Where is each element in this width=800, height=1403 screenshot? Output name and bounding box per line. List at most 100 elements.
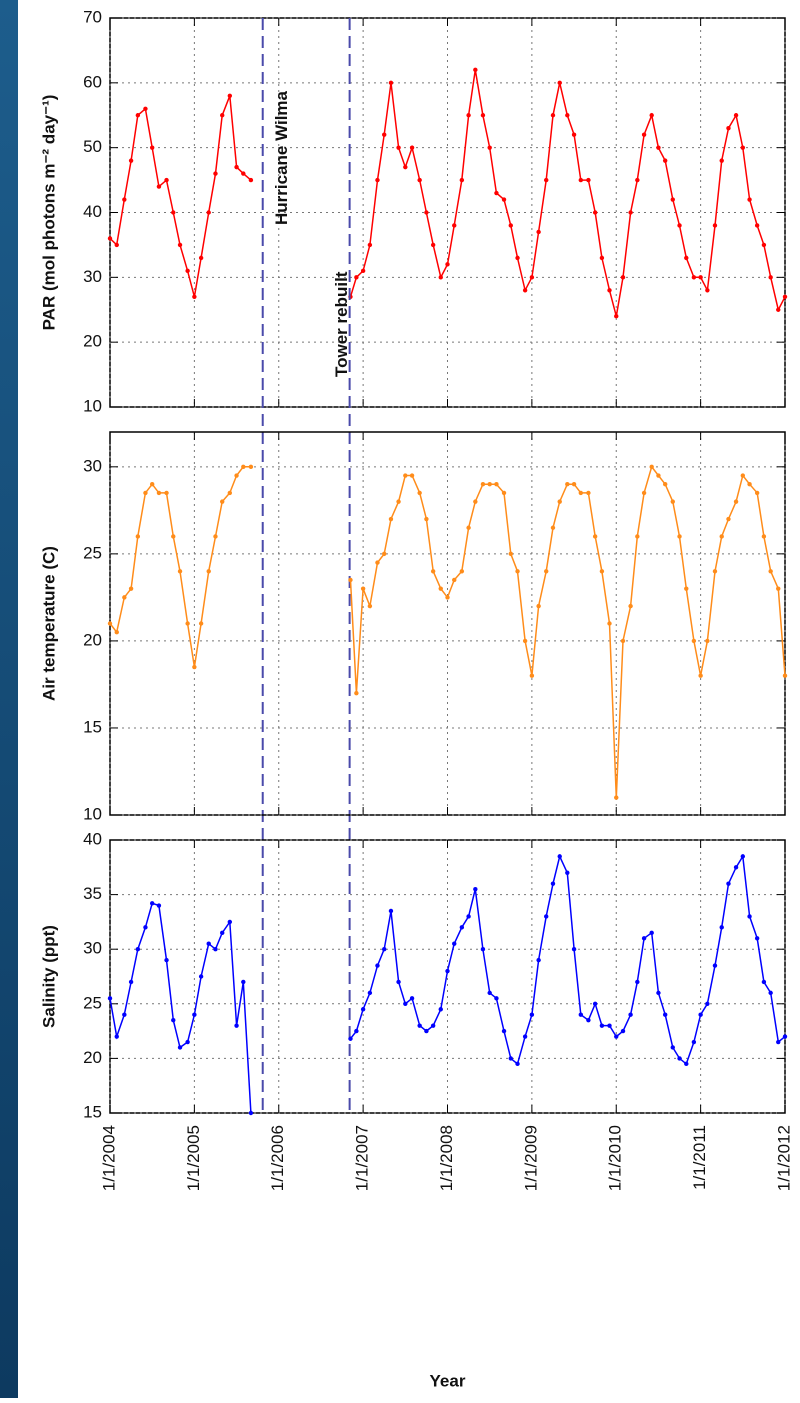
data-point xyxy=(677,1056,682,1061)
data-point xyxy=(586,490,591,496)
data-point xyxy=(403,164,408,170)
data-point xyxy=(396,979,401,985)
data-point xyxy=(515,1061,520,1067)
data-point xyxy=(220,499,225,504)
y-axis-label: Air temperature (C) xyxy=(39,546,58,701)
data-point xyxy=(544,177,549,183)
data-point xyxy=(354,1028,359,1034)
data-point xyxy=(452,577,457,583)
data-point xyxy=(522,1034,528,1039)
data-point xyxy=(705,288,710,293)
data-point xyxy=(670,1045,675,1050)
data-point xyxy=(557,80,562,86)
data-point xyxy=(396,499,401,504)
y-tick-label: 25 xyxy=(83,993,102,1012)
data-point xyxy=(241,171,246,176)
data-point xyxy=(388,80,394,86)
data-point xyxy=(641,490,647,496)
y-tick-label: 60 xyxy=(83,72,102,91)
data-point xyxy=(417,177,422,183)
data-point xyxy=(459,569,465,574)
data-point xyxy=(185,268,190,274)
data-point xyxy=(473,886,478,892)
data-point xyxy=(164,490,169,496)
data-point xyxy=(354,690,359,696)
data-point xyxy=(662,1012,668,1017)
data-point xyxy=(487,990,492,996)
data-point xyxy=(403,1001,408,1006)
data-point xyxy=(143,106,148,111)
data-point xyxy=(135,113,141,118)
data-point xyxy=(635,177,640,183)
data-point xyxy=(241,464,246,470)
data-point xyxy=(494,482,499,487)
data-point xyxy=(592,534,598,539)
data-point xyxy=(487,482,492,487)
plot-frame xyxy=(109,839,786,1114)
data-point xyxy=(438,275,443,280)
data-point xyxy=(592,210,598,215)
data-point xyxy=(494,190,499,196)
data-point xyxy=(424,210,429,215)
y-tick-label: 30 xyxy=(83,456,102,475)
data-point xyxy=(382,947,387,952)
data-point xyxy=(649,930,654,936)
data-point xyxy=(114,1034,119,1039)
data-point xyxy=(149,901,155,906)
data-point xyxy=(705,638,710,644)
y-tick-label: 20 xyxy=(83,630,102,649)
data-point xyxy=(768,275,773,280)
data-point xyxy=(607,288,612,293)
data-point xyxy=(691,638,697,644)
data-point xyxy=(466,113,471,118)
data-point xyxy=(670,499,675,504)
data-point xyxy=(684,255,689,261)
data-point xyxy=(536,957,541,963)
data-point xyxy=(375,963,380,968)
data-point xyxy=(438,586,443,591)
data-point xyxy=(234,1023,239,1028)
data-point xyxy=(360,586,366,591)
data-point xyxy=(656,145,661,150)
data-point xyxy=(220,113,225,118)
data-point xyxy=(747,482,752,487)
data-point xyxy=(417,1023,422,1028)
data-point xyxy=(614,1034,619,1039)
data-point xyxy=(473,67,478,73)
data-point xyxy=(417,490,422,496)
data-point xyxy=(712,963,718,968)
data-point xyxy=(128,979,134,985)
data-point xyxy=(466,525,471,530)
data-point xyxy=(480,113,486,118)
data-point xyxy=(515,255,520,261)
data-point xyxy=(578,1012,584,1017)
data-point xyxy=(620,1028,626,1034)
data-point xyxy=(107,621,113,626)
data-point xyxy=(726,126,731,131)
data-point xyxy=(698,673,703,678)
data-point xyxy=(515,569,520,574)
y-tick-label: 10 xyxy=(83,396,102,415)
data-point xyxy=(241,979,246,985)
y-tick-label: 10 xyxy=(83,804,102,823)
data-point xyxy=(122,595,127,600)
data-point xyxy=(198,255,204,261)
data-point xyxy=(171,210,176,215)
x-tick-label: 1/1/2011 xyxy=(690,1125,709,1190)
data-point xyxy=(557,854,562,859)
data-point xyxy=(206,569,211,574)
data-point xyxy=(122,1012,127,1017)
event-label: Hurricane Wilma xyxy=(272,90,291,225)
data-point xyxy=(348,577,353,583)
data-point xyxy=(213,947,218,952)
data-point xyxy=(628,1012,633,1017)
y-tick-label: 30 xyxy=(83,939,102,958)
x-tick-label: 1/1/2007 xyxy=(353,1125,372,1191)
data-point xyxy=(107,236,113,241)
data-point xyxy=(198,621,204,626)
data-point xyxy=(156,903,162,908)
data-point xyxy=(367,603,373,609)
data-point xyxy=(171,1017,176,1023)
data-point xyxy=(726,881,731,886)
data-point xyxy=(719,534,724,539)
